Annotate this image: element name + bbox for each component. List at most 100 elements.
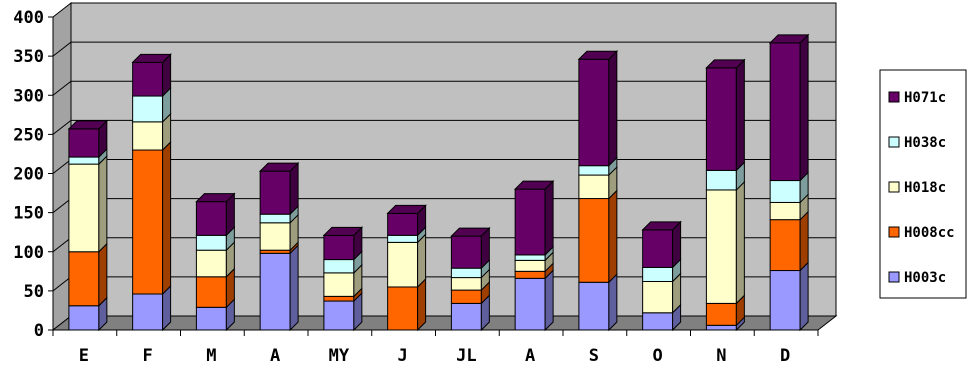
- bar-stack: [768, 33, 810, 332]
- y-tick-label: 0: [34, 321, 44, 341]
- bar-segment-front: [387, 241, 419, 288]
- legend-swatch: [888, 181, 900, 193]
- bar-segment-front: [642, 229, 674, 268]
- bar-segment-side: [608, 189, 618, 284]
- bar-segment-front: [259, 222, 291, 251]
- bar-segment-front: [578, 281, 610, 331]
- bar-segment-front: [132, 293, 164, 331]
- bar-top: [131, 53, 172, 63]
- bar-segment-front: [578, 58, 610, 167]
- bar-segment-side: [162, 140, 172, 296]
- x-tick-label: F: [143, 346, 153, 366]
- bar-segment-side: [735, 58, 745, 172]
- bar-segment-front: [323, 259, 355, 274]
- bar-segment-front: [642, 266, 674, 282]
- legend-label: H008cc: [904, 225, 955, 241]
- bar-segment-front: [450, 289, 482, 304]
- bar-segment-front: [132, 61, 164, 97]
- bar-top: [386, 204, 427, 214]
- legend-item: H008cc: [888, 225, 955, 241]
- legend-label: H018c: [904, 180, 946, 196]
- x-tick-label: M: [206, 346, 216, 366]
- y-tick-label: 300: [13, 86, 44, 106]
- bar-segment-front: [450, 235, 482, 269]
- bar-segment-front: [705, 169, 737, 191]
- bar-segment-front: [195, 201, 227, 236]
- x-tick-label: N: [716, 346, 726, 366]
- bar-segment-front: [642, 312, 674, 331]
- bar-segment-front: [769, 201, 801, 221]
- x-tick-label: MY: [329, 346, 350, 366]
- bar-segment-side: [608, 50, 618, 167]
- bar-stack: [258, 161, 300, 332]
- bar-segment-front: [259, 170, 291, 215]
- bar-segment-side: [544, 269, 554, 332]
- bar-segment-front: [323, 300, 355, 331]
- bar-segment-side: [799, 33, 809, 182]
- bar-stack: [705, 58, 746, 332]
- bar-segment-front: [387, 234, 419, 243]
- legend-label: H038c: [904, 135, 946, 151]
- bar-segment-front: [387, 212, 419, 236]
- bar-stack: [513, 179, 555, 332]
- bar-segment-front: [578, 165, 610, 176]
- bar-stack: [386, 204, 427, 332]
- bar-stack: [641, 220, 682, 332]
- bar-top: [195, 193, 236, 203]
- bar-top: [768, 34, 810, 44]
- legend-item: H018c: [888, 180, 946, 196]
- y-tick-label: 100: [13, 243, 44, 263]
- bar-segment-front: [514, 270, 546, 279]
- legend-swatch: [888, 271, 900, 283]
- legend: H071c H038c H018c H008cc H003c: [879, 69, 967, 299]
- bar-segment-side: [544, 179, 554, 257]
- bar-stack: [131, 53, 172, 332]
- bar-segment-side: [417, 233, 427, 289]
- bar-segment-front: [514, 254, 546, 261]
- y-tick-label: 350: [13, 47, 44, 67]
- bar-segment-side: [417, 277, 427, 332]
- bar-top: [67, 120, 109, 130]
- bar-segment-front: [514, 277, 546, 331]
- bar-segment-side: [735, 180, 745, 305]
- y-tick-label: 150: [13, 204, 44, 224]
- bar-segment-front: [450, 302, 482, 331]
- y-tick-label: 400: [13, 8, 44, 28]
- legend-swatch: [888, 226, 900, 238]
- bar-segment-front: [769, 42, 801, 182]
- bar-stack: [195, 192, 236, 332]
- bars: [67, 33, 810, 332]
- x-tick-label: S: [589, 346, 599, 366]
- bar-segment-front: [323, 272, 355, 297]
- bar-segment-front: [195, 249, 227, 278]
- bar-segment-front: [578, 198, 610, 283]
- legend-label: H003c: [904, 270, 946, 286]
- bar-segment-front: [132, 95, 164, 123]
- legend-swatch: [888, 136, 900, 148]
- bar-segment-side: [98, 154, 108, 253]
- legend-swatch: [888, 91, 900, 103]
- bar-stack: [577, 50, 619, 332]
- bar-segment-front: [68, 128, 100, 158]
- bar-segment-front: [705, 189, 737, 304]
- bar-segment-side: [799, 261, 809, 332]
- bar-segment-front: [132, 149, 164, 295]
- y-axis: 0 50 100 150 200 250 300 350 400: [13, 8, 54, 341]
- bar-top: [258, 162, 300, 172]
- bar-segment-front: [450, 267, 482, 279]
- bar-segment-front: [450, 277, 482, 291]
- y-tick-label: 250: [13, 125, 44, 145]
- bar-segment-front: [769, 219, 801, 272]
- legend-item: H038c: [888, 135, 946, 151]
- x-tick-label: O: [653, 346, 663, 366]
- bar-segment-front: [259, 252, 291, 331]
- bar-segment-front: [195, 276, 227, 308]
- bar-top: [322, 226, 364, 236]
- bar-segment-front: [68, 163, 100, 253]
- bar-segment-side: [98, 242, 108, 307]
- x-tick-label: D: [780, 346, 790, 366]
- bar-segment-front: [642, 280, 674, 314]
- bar-segment-front: [514, 188, 546, 256]
- bar-segment-front: [705, 324, 737, 331]
